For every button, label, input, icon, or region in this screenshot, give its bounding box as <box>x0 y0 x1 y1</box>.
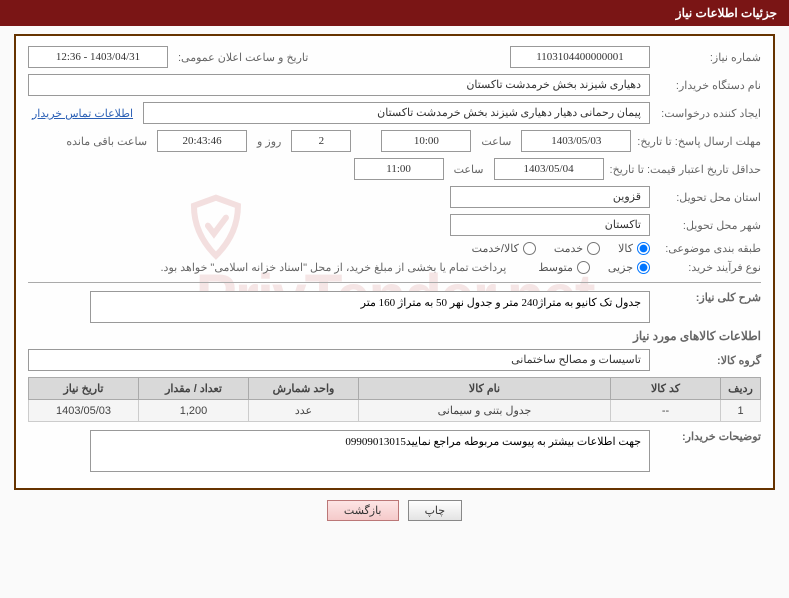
th-3: واحد شمارش <box>249 378 359 400</box>
divider1 <box>28 282 761 283</box>
field-remaining-days: 2 <box>291 130 351 152</box>
th-1: کد کالا <box>611 378 721 400</box>
field-deadline-date: 1403/05/03 <box>521 130 631 152</box>
field-need-no: 1103104400000001 <box>510 46 650 68</box>
button-bar: چاپ بازگشت <box>0 500 789 521</box>
label-days-and: روز و <box>253 135 285 148</box>
radio-cat-2[interactable]: کالا/خدمت <box>472 242 536 255</box>
page-title: جزئیات اطلاعات نیاز <box>676 6 777 20</box>
label-need-no: شماره نیاز: <box>656 51 761 64</box>
goods-info-title: اطلاعات کالاهای مورد نیاز <box>28 329 761 343</box>
radio-cat-1[interactable]: خدمت <box>554 242 600 255</box>
th-2: نام کالا <box>359 378 611 400</box>
label-remaining: ساعت باقی مانده <box>62 135 151 148</box>
back-button[interactable]: بازگشت <box>327 500 399 521</box>
label-hour1: ساعت <box>477 135 515 148</box>
radio-pur-0[interactable]: جزیی <box>608 261 650 274</box>
label-category: طبقه بندی موضوعی: <box>656 242 761 255</box>
overview-textarea[interactable] <box>90 291 650 323</box>
field-requester: پیمان رحمانی دهیار دهیاری شیزند بخش خرمد… <box>143 102 650 124</box>
label-validity: حداقل تاریخ اعتبار قیمت: تا تاریخ: <box>610 163 761 176</box>
buyer-contact-link[interactable]: اطلاعات تماس خریدار <box>28 107 137 120</box>
main-frame: شماره نیاز: 1103104400000001 تاریخ و ساع… <box>14 34 775 490</box>
buyer-notes-textarea[interactable] <box>90 430 650 472</box>
field-deadline-time: 10:00 <box>381 130 471 152</box>
field-province: قزوین <box>450 186 650 208</box>
field-remaining-time: 20:43:46 <box>157 130 247 152</box>
field-buyer-org: دهیاری شیزند بخش خرمدشت تاکستان <box>28 74 650 96</box>
field-goods-group: تاسیسات و مصالح ساختمانی <box>28 349 650 371</box>
field-validity-date: 1403/05/04 <box>494 158 604 180</box>
purchase-radios: جزیی متوسط <box>538 261 650 274</box>
table-row: 1--جدول بتنی و سیمانیعدد1,2001403/05/03 <box>29 400 761 422</box>
label-deadline: مهلت ارسال پاسخ: تا تاریخ: <box>637 135 761 148</box>
label-announce: تاریخ و ساعت اعلان عمومی: <box>174 51 312 64</box>
field-validity-time: 11:00 <box>354 158 444 180</box>
th-4: تعداد / مقدار <box>139 378 249 400</box>
label-overview: شرح کلی نیاز: <box>656 291 761 304</box>
label-purchase-type: نوع فرآیند خرید: <box>656 261 761 274</box>
field-city: تاکستان <box>450 214 650 236</box>
label-hour2: ساعت <box>450 163 488 176</box>
label-province: استان محل تحویل: <box>656 191 761 204</box>
radio-pur-1[interactable]: متوسط <box>538 261 590 274</box>
goods-table: ردیفکد کالانام کالاواحد شمارشتعداد / مقد… <box>28 377 761 422</box>
radio-cat-0[interactable]: کالا <box>618 242 650 255</box>
label-buyer-org: نام دستگاه خریدار: <box>656 79 761 92</box>
page-header: جزئیات اطلاعات نیاز <box>0 0 789 26</box>
label-goods-group: گروه کالا: <box>656 354 761 367</box>
label-buyer-notes: توضیحات خریدار: <box>656 430 761 443</box>
category-radios: کالا خدمت کالا/خدمت <box>472 242 650 255</box>
field-announce: 1403/04/31 - 12:36 <box>28 46 168 68</box>
label-requester: ایجاد کننده درخواست: <box>656 107 761 120</box>
th-5: تاریخ نیاز <box>29 378 139 400</box>
th-0: ردیف <box>721 378 761 400</box>
label-city: شهر محل تحویل: <box>656 219 761 232</box>
payment-note: پرداخت تمام یا بخشی از مبلغ خرید، از محل… <box>161 261 507 274</box>
print-button[interactable]: چاپ <box>408 500 463 521</box>
